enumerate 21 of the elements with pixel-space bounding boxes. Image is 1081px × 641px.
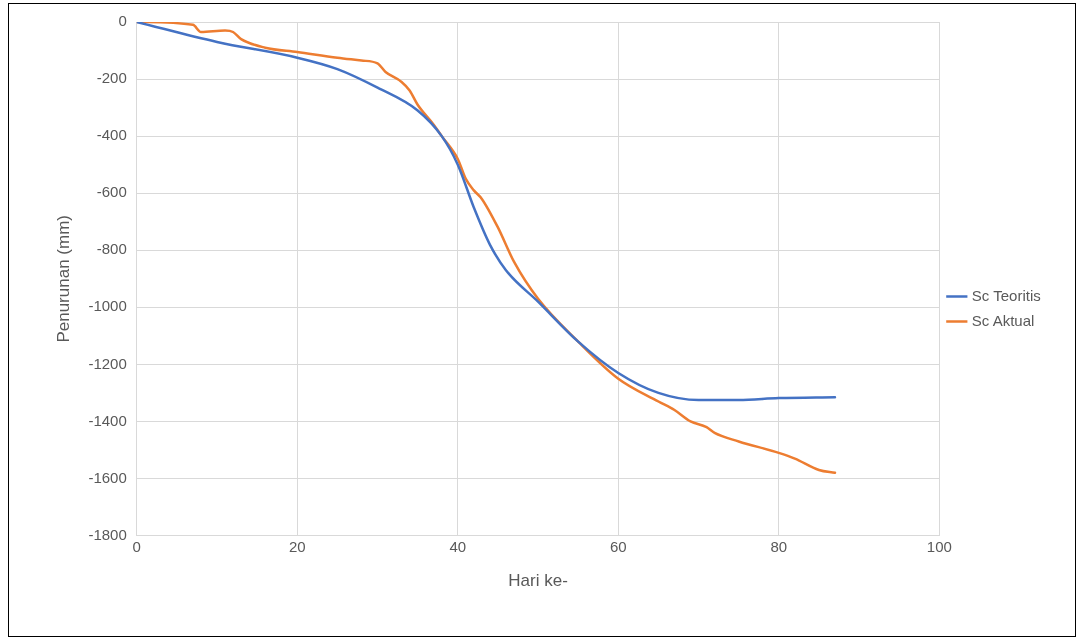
legend-label: Sc Teoritis	[971, 286, 1041, 304]
x-tick-label: 100	[926, 537, 952, 555]
y-tick-label: -1800	[88, 525, 127, 543]
y-tick-label: -1600	[88, 468, 127, 486]
x-tick-label: 20	[288, 537, 306, 555]
y-tick-label: 0	[118, 12, 127, 30]
x-tick-label: 0	[132, 537, 141, 555]
y-axis-title: Penurunan (mm)	[53, 215, 73, 343]
y-tick-label: -800	[96, 240, 127, 258]
line-series	[136, 22, 837, 402]
y-tick-label: -200	[96, 69, 127, 87]
y-tick-label: -1200	[88, 354, 127, 372]
x-tick-label: 80	[770, 537, 788, 555]
y-tick-label: -600	[96, 183, 127, 201]
x-tick-label: 40	[449, 537, 467, 555]
y-tick-label: -1000	[88, 297, 127, 315]
y-tick-label: -400	[96, 126, 127, 144]
legend-label: Sc Aktual	[971, 311, 1035, 329]
x-axis-title: Hari ke-	[508, 571, 568, 591]
x-tick-label: 60	[609, 537, 627, 555]
y-tick-label: -1400	[88, 411, 127, 429]
